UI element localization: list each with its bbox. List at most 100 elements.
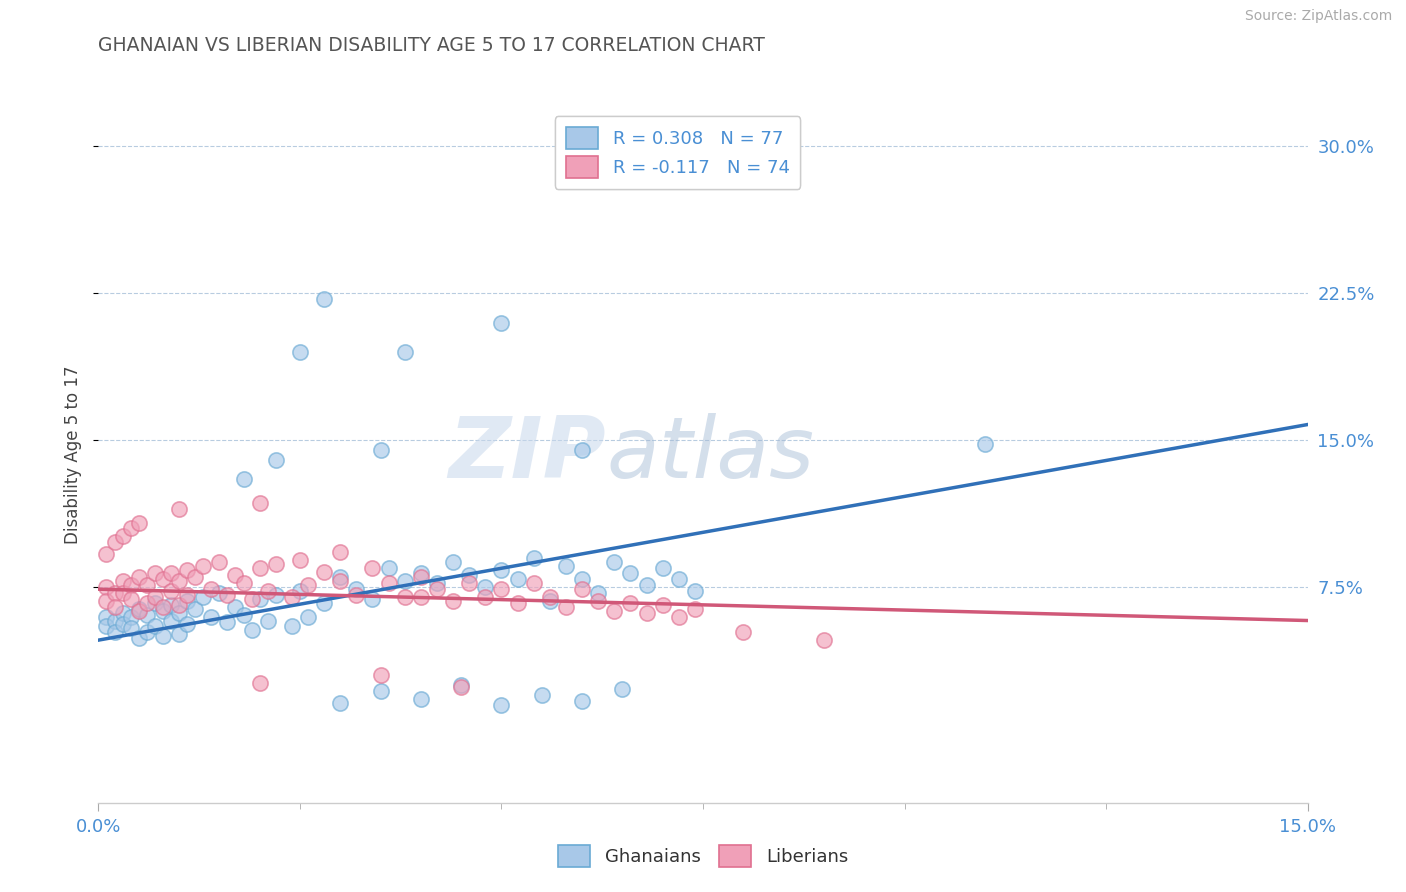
Point bbox=[603, 604, 626, 618]
Point bbox=[571, 582, 593, 597]
Point bbox=[167, 574, 190, 589]
Point bbox=[264, 588, 287, 602]
Point bbox=[120, 578, 142, 592]
Point bbox=[152, 599, 174, 614]
Point bbox=[571, 694, 593, 708]
Point bbox=[297, 609, 319, 624]
Point bbox=[314, 565, 336, 579]
Point bbox=[111, 606, 134, 620]
Point bbox=[240, 591, 263, 606]
Point bbox=[344, 582, 367, 597]
Point bbox=[193, 590, 215, 604]
Point bbox=[103, 535, 125, 549]
Text: Source: ZipAtlas.com: Source: ZipAtlas.com bbox=[1244, 9, 1392, 23]
Point bbox=[232, 472, 254, 486]
Point bbox=[555, 558, 578, 573]
Point bbox=[651, 598, 673, 612]
Point bbox=[538, 590, 561, 604]
Legend: R = 0.308   N = 77, R = -0.117   N = 74: R = 0.308 N = 77, R = -0.117 N = 74 bbox=[555, 116, 800, 189]
Point bbox=[619, 566, 641, 581]
Point bbox=[441, 594, 464, 608]
Point bbox=[128, 601, 150, 615]
Point bbox=[409, 570, 432, 584]
Point bbox=[288, 345, 311, 359]
Point bbox=[409, 692, 432, 706]
Point bbox=[176, 563, 198, 577]
Point bbox=[120, 609, 142, 624]
Point bbox=[160, 566, 183, 581]
Point bbox=[96, 594, 118, 608]
Point bbox=[288, 584, 311, 599]
Point bbox=[256, 584, 278, 599]
Point bbox=[506, 596, 529, 610]
Point bbox=[538, 594, 561, 608]
Point bbox=[111, 574, 134, 589]
Legend: Ghanaians, Liberians: Ghanaians, Liberians bbox=[551, 838, 855, 874]
Point bbox=[232, 607, 254, 622]
Point bbox=[370, 684, 392, 698]
Point bbox=[193, 558, 215, 573]
Point bbox=[167, 627, 190, 641]
Point bbox=[733, 625, 755, 640]
Point bbox=[329, 696, 352, 710]
Point bbox=[586, 594, 609, 608]
Point bbox=[240, 624, 263, 638]
Point bbox=[224, 568, 246, 582]
Point bbox=[683, 601, 706, 615]
Point bbox=[571, 443, 593, 458]
Point bbox=[208, 586, 231, 600]
Point bbox=[111, 529, 134, 543]
Point bbox=[232, 576, 254, 591]
Point bbox=[426, 582, 449, 597]
Point bbox=[523, 576, 546, 591]
Point bbox=[329, 545, 352, 559]
Point bbox=[636, 606, 658, 620]
Point bbox=[128, 570, 150, 584]
Point bbox=[167, 598, 190, 612]
Point bbox=[111, 617, 134, 632]
Point bbox=[176, 617, 198, 632]
Point bbox=[474, 580, 496, 594]
Point bbox=[370, 443, 392, 458]
Point bbox=[491, 316, 513, 330]
Point bbox=[288, 553, 311, 567]
Point bbox=[281, 619, 304, 633]
Point bbox=[103, 599, 125, 614]
Point bbox=[111, 586, 134, 600]
Point bbox=[176, 588, 198, 602]
Point bbox=[96, 619, 118, 633]
Point bbox=[120, 521, 142, 535]
Point bbox=[314, 292, 336, 306]
Point bbox=[120, 621, 142, 635]
Point bbox=[426, 576, 449, 591]
Point bbox=[361, 591, 384, 606]
Point bbox=[135, 625, 157, 640]
Point bbox=[152, 604, 174, 618]
Point bbox=[200, 582, 222, 597]
Point bbox=[281, 590, 304, 604]
Point bbox=[160, 598, 183, 612]
Point bbox=[619, 596, 641, 610]
Point bbox=[96, 580, 118, 594]
Point bbox=[523, 550, 546, 565]
Point bbox=[135, 596, 157, 610]
Point bbox=[297, 578, 319, 592]
Y-axis label: Disability Age 5 to 17: Disability Age 5 to 17 bbox=[65, 366, 83, 544]
Text: GHANAIAN VS LIBERIAN DISABILITY AGE 5 TO 17 CORRELATION CHART: GHANAIAN VS LIBERIAN DISABILITY AGE 5 TO… bbox=[98, 36, 765, 54]
Point bbox=[128, 604, 150, 618]
Point bbox=[128, 516, 150, 530]
Point bbox=[128, 631, 150, 645]
Point bbox=[450, 680, 472, 694]
Text: atlas: atlas bbox=[606, 413, 814, 497]
Point bbox=[224, 599, 246, 614]
Point bbox=[152, 573, 174, 587]
Point bbox=[586, 586, 609, 600]
Point bbox=[450, 678, 472, 692]
Point bbox=[683, 584, 706, 599]
Point bbox=[217, 588, 239, 602]
Point bbox=[249, 591, 271, 606]
Point bbox=[506, 573, 529, 587]
Point bbox=[96, 547, 118, 561]
Point bbox=[370, 668, 392, 682]
Point bbox=[135, 578, 157, 592]
